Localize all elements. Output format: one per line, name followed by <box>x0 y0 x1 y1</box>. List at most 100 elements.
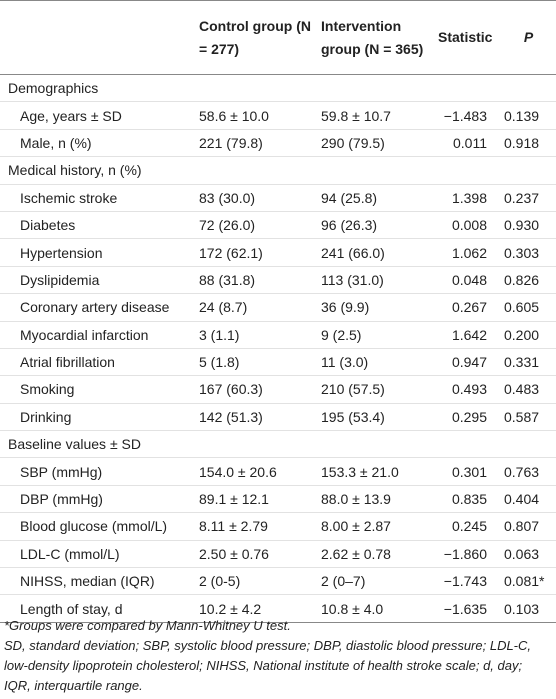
row-label: DBP (mmHg) <box>0 484 199 513</box>
column-header: Statistic <box>438 0 501 75</box>
row-label: Smoking <box>0 375 199 404</box>
column-header <box>0 0 199 75</box>
row-label: Coronary artery disease <box>0 293 199 322</box>
row-label: Hypertension <box>0 238 199 267</box>
data-row: Age, years ± SD 58.6 ± 10.0 59.8 ± 10.7 −1.… <box>0 101 556 130</box>
cell: −1.743 <box>438 567 501 595</box>
section-row: Baseline values ± SD <box>0 430 556 458</box>
data-row: Smoking 167 (60.3) 210 (57.5) 0.493 0.483 <box>0 375 556 404</box>
data-table: Control group (N = 277) Intervention grou… <box>0 0 556 623</box>
cell: 24 (8.7) <box>199 293 321 322</box>
data-row: Atrial fibrillation 5 (1.8) 11 (3.0) 0.947 0… <box>0 347 556 376</box>
section-title: Medical history, n (%) <box>0 156 556 185</box>
cell: 153.3 ± 21.0 <box>321 457 438 486</box>
cell: 2.62 ± 0.78 <box>321 539 438 568</box>
cell: 0.011 <box>438 128 501 157</box>
cell: 2.50 ± 0.76 <box>199 539 321 568</box>
data-row: LDL-C (mmol/L) 2.50 ± 0.76 2.62 ± 0.78 −1.8… <box>0 539 556 568</box>
cell: 210 (57.5) <box>321 375 438 404</box>
cell: 0.063 <box>501 539 556 568</box>
section-title: Demographics <box>0 73 556 102</box>
cell: 241 (66.0) <box>321 238 438 267</box>
row-label: Dyslipidemia <box>0 265 199 294</box>
row-label: Age, years ± SD <box>0 101 199 130</box>
cell: 290 (79.5) <box>321 128 438 157</box>
cell: 0.048 <box>438 265 501 294</box>
section-row: Medical history, n (%) <box>0 156 556 185</box>
data-row: Diabetes 72 (26.0) 96 (26.3) 0.008 0.930 <box>0 210 556 239</box>
cell: 88 (31.8) <box>199 265 321 294</box>
cell: 0.301 <box>438 457 501 486</box>
data-row: Drinking 142 (51.3) 195 (53.4) 0.295 0.587 <box>0 402 556 431</box>
cell: 113 (31.0) <box>321 265 438 294</box>
cell: 3 (1.1) <box>199 320 321 349</box>
section-title: Baseline values ± SD <box>0 430 556 458</box>
cell: 0.200 <box>501 320 556 349</box>
cell: 5 (1.8) <box>199 347 321 376</box>
data-row: SBP (mmHg) 154.0 ± 20.6 153.3 ± 21.0 0.301 0… <box>0 457 556 486</box>
cell: 0.807 <box>501 512 556 541</box>
cell: 0.587 <box>501 402 556 431</box>
footnotes: *Groups were compared by Mann-Whitney U … <box>4 616 552 696</box>
row-label: Myocardial infarction <box>0 320 199 349</box>
footnote: SD, standard deviation; SBP, systolic bl… <box>4 638 532 693</box>
column-header: Control group (N = 277) <box>199 0 321 75</box>
data-row: NIHSS, median (IQR) 2 (0-5) 2 (0–7) −1.743 0… <box>0 567 556 595</box>
cell: 1.642 <box>438 320 501 349</box>
data-row: Male, n (%) 221 (79.8) 290 (79.5) 0.011 0.91… <box>0 128 556 157</box>
row-label: Diabetes <box>0 210 199 239</box>
row-label: Length of stay, d <box>0 594 199 623</box>
cell: 0.008 <box>438 210 501 239</box>
cell: 10.8 ± 4.0 <box>321 594 438 623</box>
cell: 8.00 ± 2.87 <box>321 512 438 541</box>
cell: 88.0 ± 13.9 <box>321 484 438 513</box>
cell: 8.11 ± 2.79 <box>199 512 321 541</box>
cell: 11 (3.0) <box>321 347 438 376</box>
cell: 96 (26.3) <box>321 210 438 239</box>
cell: 59.8 ± 10.7 <box>321 101 438 130</box>
cell: 89.1 ± 12.1 <box>199 484 321 513</box>
footnote: *Groups were compared by Mann-Whitney U … <box>4 618 291 633</box>
cell: 94 (25.8) <box>321 183 438 212</box>
cell: 195 (53.4) <box>321 402 438 431</box>
column-header: P <box>501 0 556 75</box>
row-label: NIHSS, median (IQR) <box>0 567 199 595</box>
cell: 0.295 <box>438 402 501 431</box>
cell: 167 (60.3) <box>199 375 321 404</box>
data-row: DBP (mmHg) 89.1 ± 12.1 88.0 ± 13.9 0.835 0.4… <box>0 484 556 513</box>
cell: −1.483 <box>438 101 501 130</box>
cell: 0.303 <box>501 238 556 267</box>
cell: 10.2 ± 4.2 <box>199 594 321 623</box>
cell: 0.267 <box>438 293 501 322</box>
cell: 0.404 <box>501 484 556 513</box>
row-label: Blood glucose (mmol/L) <box>0 512 199 541</box>
cell: 58.6 ± 10.0 <box>199 101 321 130</box>
data-row: Myocardial infarction 3 (1.1) 9 (2.5) 1.642… <box>0 320 556 349</box>
cell: 9 (2.5) <box>321 320 438 349</box>
cell: 0.763 <box>501 457 556 486</box>
cell: 72 (26.0) <box>199 210 321 239</box>
cell: 172 (62.1) <box>199 238 321 267</box>
row-label: LDL-C (mmol/L) <box>0 539 199 568</box>
cell: 1.062 <box>438 238 501 267</box>
data-row: Hypertension 172 (62.1) 241 (66.0) 1.062 0.3… <box>0 238 556 267</box>
cell: 0.835 <box>438 484 501 513</box>
section-row: Demographics <box>0 73 556 102</box>
row-label: Atrial fibrillation <box>0 347 199 376</box>
cell: 0.331 <box>501 347 556 376</box>
cell: 0.103 <box>501 594 556 623</box>
cell: 2 (0-5) <box>199 567 321 595</box>
cell: 2 (0–7) <box>321 567 438 595</box>
cell: 0.918 <box>501 128 556 157</box>
cell: 0.139 <box>501 101 556 130</box>
cell: −1.635 <box>438 594 501 623</box>
cell: 36 (9.9) <box>321 293 438 322</box>
cell: 83 (30.0) <box>199 183 321 212</box>
cell: 0.237 <box>501 183 556 212</box>
cell: 0.930 <box>501 210 556 239</box>
data-row: Dyslipidemia 88 (31.8) 113 (31.0) 0.048 0.82… <box>0 265 556 294</box>
cell: 0.081* <box>501 567 556 595</box>
cell: 0.493 <box>438 375 501 404</box>
row-label: Drinking <box>0 402 199 431</box>
